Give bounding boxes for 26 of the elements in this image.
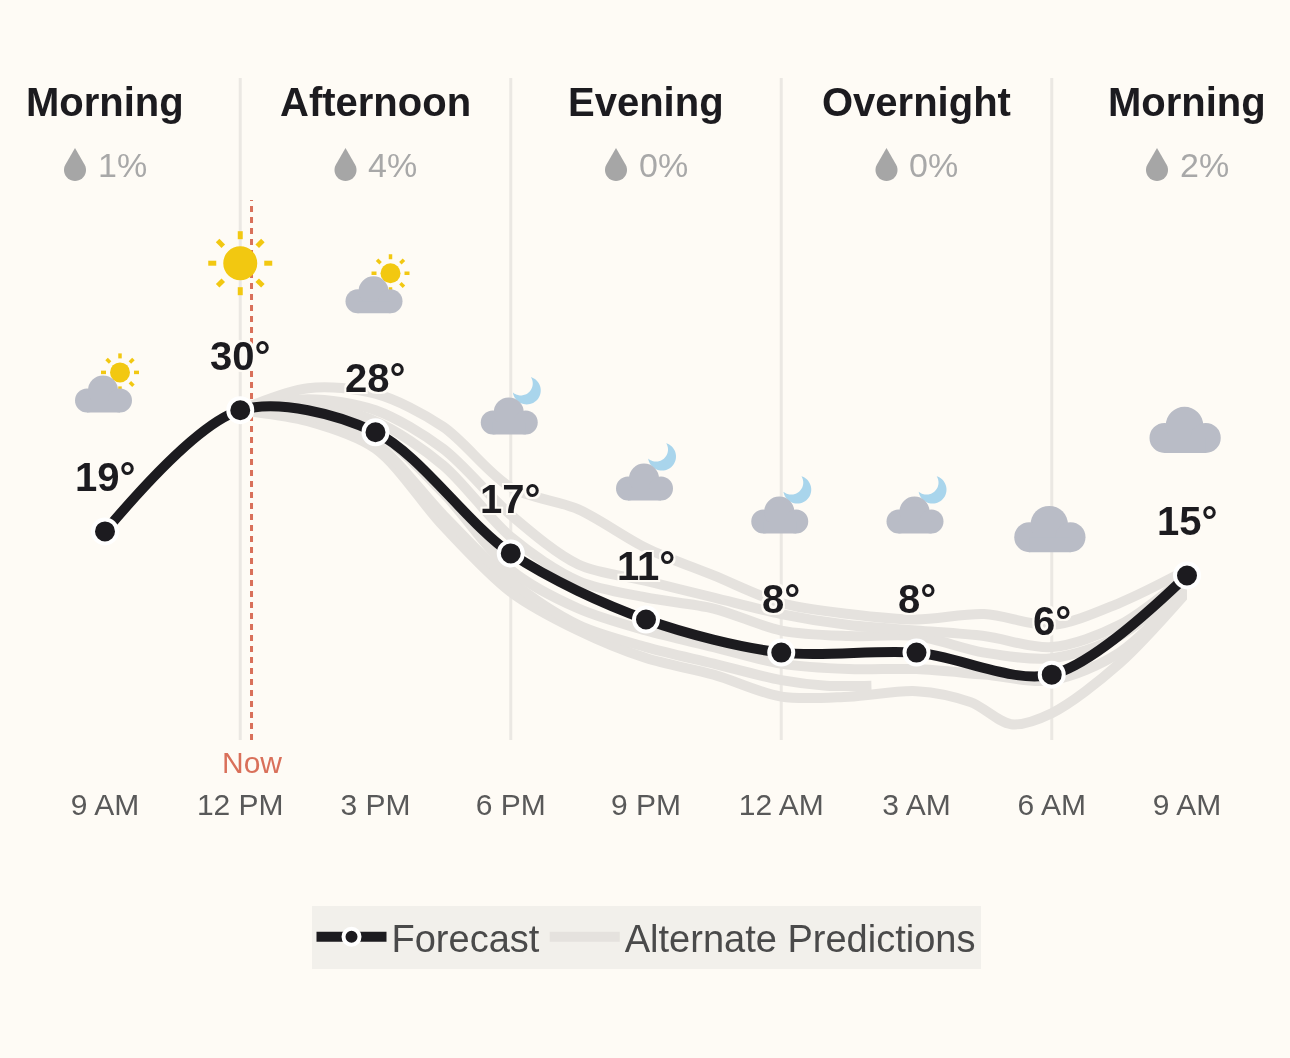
ref-line-label: Now <box>222 746 283 779</box>
data-label: 6° <box>1033 599 1072 643</box>
x-tick-label: 3 PM <box>340 788 411 821</box>
data-label: 30° <box>210 334 271 378</box>
data-label: 8° <box>898 577 937 621</box>
legend-label: Alternate Predictions <box>624 917 976 960</box>
data-label: 19° <box>75 455 136 499</box>
data-label: 8° <box>762 577 801 621</box>
text: Afternoon 4% <box>280 80 472 184</box>
x-tick-label: 12 AM <box>738 788 824 821</box>
text: Overnight 0% <box>822 80 1011 184</box>
x-tick-label: 3 AM <box>882 788 951 821</box>
x-tick-label: 12 PM <box>196 788 284 821</box>
x-tick-label: 9 AM <box>1152 788 1222 821</box>
x-tick-label: 9 PM <box>610 788 682 821</box>
data-label: 28° <box>345 356 406 400</box>
data-label: 17° <box>480 477 541 521</box>
data-label: 11° <box>617 544 676 588</box>
text: Morning 2% <box>1108 80 1266 184</box>
text: Morning 1% <box>26 80 184 184</box>
data-label: 15° <box>1157 499 1218 543</box>
text: Evening 0% <box>568 80 724 184</box>
x-tick-label: 6 PM <box>475 788 546 821</box>
x-tick-label: 9 AM <box>70 788 140 821</box>
legend-label: Forecast <box>391 917 540 960</box>
x-tick-label: 6 AM <box>1017 788 1086 821</box>
